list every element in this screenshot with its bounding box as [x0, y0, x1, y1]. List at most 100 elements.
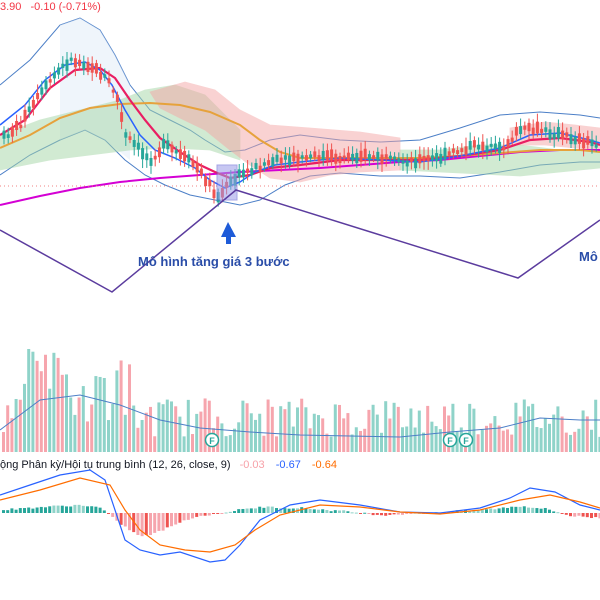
candle-body — [514, 127, 518, 136]
macd-hist-bar — [543, 507, 547, 513]
candle-body — [535, 121, 539, 134]
macd-hist-bar — [90, 506, 94, 513]
volume-bar — [560, 416, 564, 452]
macd-hist-bar — [128, 513, 131, 531]
volume-bar — [115, 370, 119, 452]
macd-hist-bar — [203, 513, 207, 516]
volume-bar — [283, 409, 287, 452]
macd-hist-bar — [199, 513, 203, 516]
volume-bar — [585, 416, 589, 452]
macd-hist-bar — [182, 513, 186, 521]
candle-body — [531, 127, 535, 135]
macd-header: ộng Phân kỳ/Hội tụ trung bình (12, 26, c… — [0, 459, 337, 471]
candle-body — [65, 59, 69, 71]
macd-hist-bar — [401, 513, 404, 515]
volume-bar — [73, 414, 77, 452]
candle-body — [52, 72, 56, 79]
macd-hist-bar — [480, 509, 484, 513]
macd-hist-bar — [552, 511, 556, 513]
volume-bar — [325, 433, 329, 452]
candle-body — [44, 80, 48, 90]
volume-bar — [296, 407, 299, 452]
candle-body — [363, 148, 367, 159]
candle-body — [493, 143, 497, 149]
macd-hist-bar — [186, 513, 190, 520]
volume-bar — [266, 399, 270, 452]
candle-body — [527, 122, 531, 132]
candle-body — [27, 106, 31, 112]
candle-body — [464, 146, 468, 155]
volume-bar — [581, 410, 585, 452]
macd-hist-bar — [350, 512, 354, 514]
candle-body — [582, 138, 586, 149]
volume-bar — [594, 399, 598, 452]
volume-bar — [569, 434, 572, 452]
macd-hist-bar — [564, 513, 568, 515]
candle-body — [57, 67, 61, 75]
candle-body — [573, 136, 577, 145]
volume-bar — [417, 410, 421, 452]
volume-bar — [56, 357, 60, 452]
volume-bar — [111, 403, 115, 452]
candle-body — [342, 155, 346, 159]
macd-hist-bar — [535, 508, 539, 513]
macd-hist-bar — [233, 511, 236, 513]
macd-hist-bar — [342, 510, 346, 513]
candle-body — [132, 139, 136, 147]
macd-hist-bar — [380, 513, 383, 516]
candle-body — [61, 63, 65, 68]
macd-label: ộng Phân kỳ/Hội tụ trung bình (12, 26, c… — [0, 459, 231, 471]
macd-hist-bar — [140, 513, 144, 537]
f-marker — [458, 432, 474, 448]
candle-body — [153, 155, 157, 160]
macd-hist-bar — [119, 513, 123, 525]
candle-body — [456, 150, 460, 155]
candle-body — [393, 156, 397, 160]
candle-body — [187, 154, 191, 163]
candle-body — [418, 154, 422, 164]
macd-hist-bar — [392, 513, 396, 515]
candle-body — [384, 154, 388, 159]
volume-bar — [434, 426, 438, 452]
volume-bar — [224, 436, 228, 452]
macd-hist-bar — [86, 506, 89, 513]
volume-bar — [132, 405, 136, 452]
candle-body — [317, 155, 321, 161]
macd-hist-bar — [262, 507, 266, 513]
macd-hist-bar — [333, 510, 337, 513]
volume-bar — [77, 397, 81, 452]
macd-hist-bar — [102, 510, 106, 513]
candle-body — [275, 154, 279, 162]
volume-bar — [136, 427, 140, 452]
volume-bar — [380, 432, 383, 452]
volume-bar — [506, 429, 509, 452]
candle-body — [304, 155, 308, 161]
macd-hist-bar — [60, 505, 64, 513]
macd-hist-bar — [468, 510, 472, 513]
volume-bar — [170, 401, 173, 452]
volume-bar — [510, 434, 514, 452]
volume-bar — [371, 404, 375, 452]
candle-body — [367, 154, 371, 161]
candle-body — [309, 154, 313, 159]
ma-slow-line — [0, 101, 600, 159]
candle-body — [359, 150, 363, 162]
volume-bar — [438, 429, 442, 452]
volume-bar — [31, 351, 35, 452]
macd-hist-bar — [489, 508, 493, 513]
macd-hist-bar — [405, 513, 409, 514]
pattern-annotation: Mô hình tăng giá 3 bước — [138, 254, 290, 269]
volume-bar — [342, 418, 346, 452]
macd-histogram-value: -0.03 — [239, 459, 265, 471]
volume-bar — [384, 401, 388, 452]
volume-bar — [514, 402, 518, 452]
volume-bar — [493, 416, 497, 452]
volume-bar — [107, 420, 110, 452]
macd-hist-bar — [207, 513, 211, 516]
macd-hist-bar — [304, 508, 308, 513]
macd-hist-bar — [27, 507, 31, 513]
volume-bar — [535, 427, 539, 452]
candle-body — [103, 74, 107, 78]
candle-body — [31, 99, 35, 108]
macd-hist-bar — [485, 509, 488, 513]
